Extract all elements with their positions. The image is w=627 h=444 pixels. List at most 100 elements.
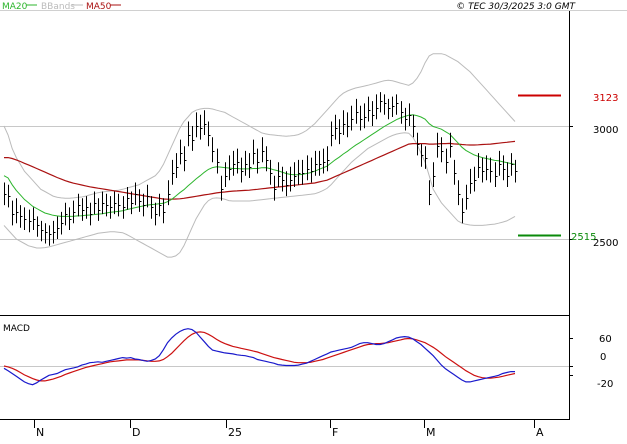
price-bar	[200, 114, 203, 140]
price-bar	[433, 162, 436, 187]
price-bar	[192, 126, 195, 151]
price-bar	[339, 119, 342, 145]
price-bar	[286, 171, 289, 197]
price-bar	[24, 207, 27, 230]
price-bar	[176, 153, 179, 178]
price-bar	[462, 198, 465, 224]
price-bar	[196, 112, 199, 138]
price-bar	[441, 137, 444, 163]
price-bar	[20, 205, 23, 228]
price-tick-label-2500: 2500	[593, 238, 618, 249]
price-bar	[298, 159, 301, 185]
price-bar	[425, 146, 428, 169]
price-bar	[172, 159, 175, 185]
price-bar	[270, 159, 273, 185]
time-label-a: A	[536, 426, 544, 439]
time-label-25: 25	[228, 426, 242, 439]
chart-credit: © TEC 30/3/2025 3:0 GMT	[456, 2, 576, 12]
price-bar	[65, 202, 68, 226]
price-bar	[319, 150, 322, 176]
macd-line	[3, 328, 515, 386]
price-bar	[266, 146, 269, 172]
legend-bbands: BBands	[41, 2, 75, 12]
price-bar	[237, 148, 240, 174]
price-bar	[4, 182, 7, 206]
price-bar	[73, 200, 76, 224]
price-bar	[98, 198, 101, 221]
price-bar	[253, 139, 256, 165]
price-bar	[474, 166, 477, 192]
price-bar	[143, 193, 146, 217]
price-bar	[274, 175, 277, 201]
price-bar	[118, 193, 121, 217]
time-label-f: F	[332, 426, 338, 439]
price-bar	[486, 155, 489, 181]
price-bar	[364, 103, 367, 129]
price-bar	[290, 166, 293, 192]
price-bar	[302, 159, 305, 185]
price-bar	[139, 189, 142, 212]
price-bar	[446, 148, 449, 174]
price-bar	[225, 162, 228, 187]
price-bar	[131, 191, 134, 215]
price-bar	[380, 92, 383, 113]
price-bar	[351, 105, 354, 131]
time-label-n: N	[36, 426, 44, 439]
price-bar	[127, 187, 130, 210]
price-bar	[376, 94, 379, 120]
macd-tick-label-0: 0	[600, 352, 606, 363]
price-bar	[102, 191, 105, 215]
price-bar	[388, 98, 391, 120]
price-bar	[454, 159, 457, 185]
price-bar	[356, 98, 359, 124]
price-bar	[360, 105, 363, 131]
price-bar	[470, 168, 473, 194]
price-bar	[61, 211, 64, 235]
price-bar	[208, 121, 211, 147]
price-bar	[311, 157, 314, 183]
price-bar	[262, 137, 265, 163]
price-bar	[180, 139, 183, 165]
price-bar	[503, 155, 506, 181]
price-bar	[294, 162, 297, 187]
price-bar	[421, 144, 424, 167]
price-bar	[114, 191, 117, 215]
price-bar	[401, 101, 404, 124]
price-bar	[16, 198, 19, 224]
price-bar	[45, 223, 48, 244]
price-bar	[249, 153, 252, 178]
price-bar	[482, 157, 485, 183]
price-bar	[507, 162, 510, 187]
price-bar	[8, 184, 11, 208]
price-bar	[86, 196, 89, 219]
price-bar	[151, 196, 154, 219]
price-bar	[282, 166, 285, 192]
price-bar	[413, 114, 416, 138]
price-bar	[94, 191, 97, 215]
price-bar	[204, 110, 207, 135]
price-bar	[327, 146, 330, 172]
price-bar	[499, 150, 502, 176]
price-bar	[123, 196, 126, 219]
price-bar	[184, 146, 187, 172]
price-bar	[450, 132, 453, 158]
price-bar	[278, 162, 281, 187]
price-bar	[429, 180, 432, 206]
price-bar	[217, 148, 220, 174]
price-bar	[229, 155, 232, 181]
price-bar	[233, 150, 236, 176]
price-bar	[490, 157, 493, 183]
price-bar	[347, 112, 350, 138]
price-bar	[396, 94, 399, 115]
price-bar	[12, 200, 15, 226]
price-bar	[343, 110, 346, 135]
price-bar	[57, 216, 60, 239]
price-bar	[257, 148, 260, 174]
price-bar	[163, 198, 166, 224]
price-bar	[78, 193, 81, 217]
macd-tick-label-minus20: -20	[597, 379, 613, 390]
price-bar	[37, 216, 40, 237]
price-bar	[69, 207, 72, 230]
legend-ma20: MA20	[2, 2, 28, 12]
